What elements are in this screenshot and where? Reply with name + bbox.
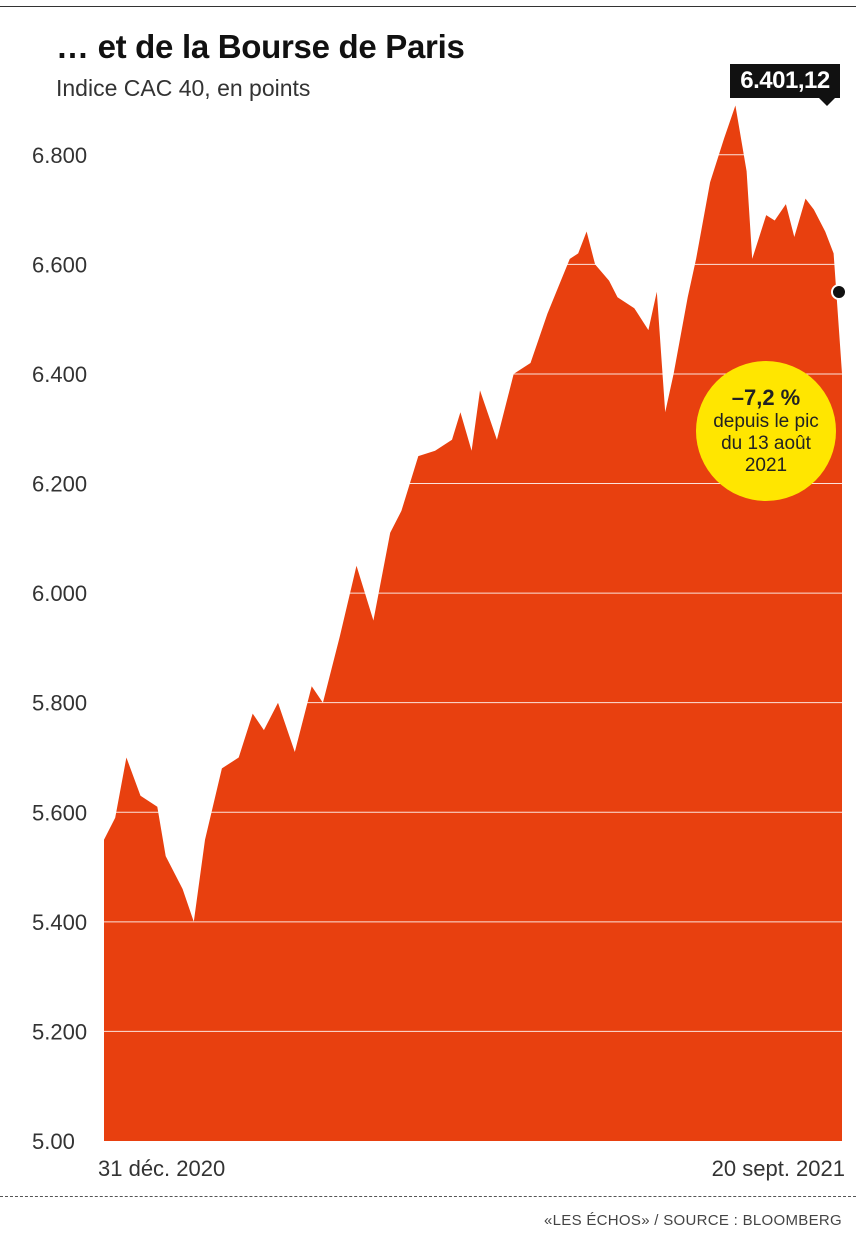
x-tick-label-end: 20 sept. 2021 xyxy=(712,1156,845,1181)
drawdown-bubble: –7,2 % depuis le pic du 13 août 2021 xyxy=(696,361,836,501)
y-tick-label: 6.400 xyxy=(32,362,87,387)
last-value-badge: 6.401,12 xyxy=(730,64,840,98)
cac40-area xyxy=(104,105,842,1141)
y-tick-label: 5.800 xyxy=(32,691,87,716)
chart-title: … et de la Bourse de Paris xyxy=(56,28,465,65)
y-tick-label: 6.800 xyxy=(32,143,87,168)
badge-pointer xyxy=(818,97,836,106)
y-tick-label: 5.600 xyxy=(32,800,87,825)
x-axis-labels: 31 déc. 2020 20 sept. 2021 xyxy=(98,1156,845,1181)
source-credit: «LES ÉCHOS» / SOURCE : BLOOMBERG xyxy=(543,1212,842,1229)
drawdown-text: depuis le pic du 13 août 2021 xyxy=(713,411,819,476)
y-tick-label: 5.400 xyxy=(32,910,87,935)
y-tick-label: 5.00 xyxy=(32,1129,75,1154)
top-rule xyxy=(0,6,856,7)
last-value-marker xyxy=(831,284,847,300)
footer-rule xyxy=(0,1196,856,1197)
drawdown-value: –7,2 % xyxy=(731,385,801,410)
x-tick-label-start: 31 déc. 2020 xyxy=(98,1156,225,1181)
y-axis-labels: 5.00 5.200 5.400 5.600 5.800 6.000 6.200 6.400 6… xyxy=(32,143,87,1154)
chart-subtitle: Indice CAC 40, en points xyxy=(56,75,311,101)
y-tick-label: 6.200 xyxy=(32,472,87,497)
y-tick-label: 6.600 xyxy=(32,252,87,277)
y-tick-label: 5.200 xyxy=(32,1019,87,1044)
gridlines xyxy=(104,154,842,1032)
y-tick-label: 6.000 xyxy=(32,581,87,606)
